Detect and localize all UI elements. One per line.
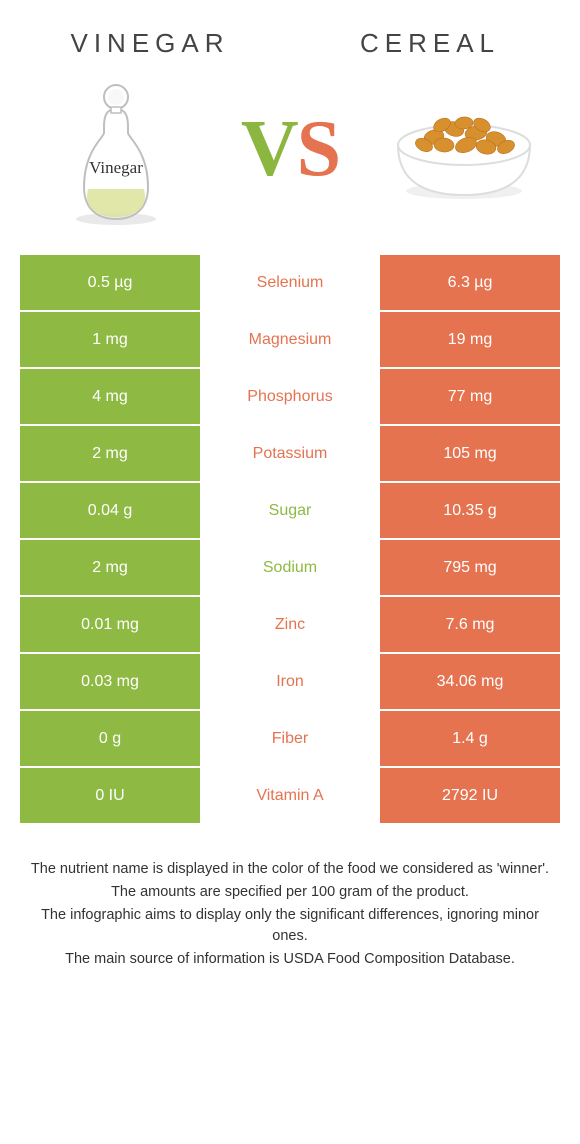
vinegar-icon: Vinegar bbox=[56, 69, 176, 229]
nutrient-name: Sugar bbox=[200, 483, 380, 538]
comparison-table: 0.5 µgSelenium6.3 µg1 mgMagnesium19 mg4 … bbox=[20, 255, 560, 823]
table-row: 1 mgMagnesium19 mg bbox=[20, 312, 560, 367]
table-row: 2 mgPotassium105 mg bbox=[20, 426, 560, 481]
vs-label: VS bbox=[241, 104, 339, 195]
vs-letter-left: V bbox=[241, 105, 297, 193]
cereal-image bbox=[384, 69, 544, 229]
value-right: 7.6 mg bbox=[380, 597, 560, 652]
nutrient-name: Selenium bbox=[200, 255, 380, 310]
footnote-line: The nutrient name is displayed in the co… bbox=[26, 859, 554, 880]
footnote-line: The main source of information is USDA F… bbox=[26, 949, 554, 970]
vinegar-image: Vinegar bbox=[36, 69, 196, 229]
nutrient-name: Phosphorus bbox=[200, 369, 380, 424]
vinegar-bottle-label: Vinegar bbox=[89, 158, 143, 177]
footnote-line: The amounts are specified per 100 gram o… bbox=[26, 882, 554, 903]
nutrient-name: Magnesium bbox=[200, 312, 380, 367]
value-right: 795 mg bbox=[380, 540, 560, 595]
value-left: 0.04 g bbox=[20, 483, 200, 538]
nutrient-name: Sodium bbox=[200, 540, 380, 595]
footnotes: The nutrient name is displayed in the co… bbox=[0, 825, 580, 982]
cereal-icon bbox=[384, 89, 544, 209]
vs-letter-right: S bbox=[297, 105, 340, 193]
value-left: 0.03 mg bbox=[20, 654, 200, 709]
value-right: 105 mg bbox=[380, 426, 560, 481]
table-row: 0 gFiber1.4 g bbox=[20, 711, 560, 766]
value-right: 34.06 mg bbox=[380, 654, 560, 709]
nutrient-name: Zinc bbox=[200, 597, 380, 652]
value-left: 0 IU bbox=[20, 768, 200, 823]
value-left: 0.01 mg bbox=[20, 597, 200, 652]
value-right: 77 mg bbox=[380, 369, 560, 424]
value-left: 2 mg bbox=[20, 426, 200, 481]
value-left: 1 mg bbox=[20, 312, 200, 367]
nutrient-name: Iron bbox=[200, 654, 380, 709]
table-row: 0.03 mgIron34.06 mg bbox=[20, 654, 560, 709]
infographic: VINEGAR CEREAL Vinegar VS bbox=[0, 0, 580, 982]
value-left: 0.5 µg bbox=[20, 255, 200, 310]
value-right: 2792 IU bbox=[380, 768, 560, 823]
value-left: 0 g bbox=[20, 711, 200, 766]
value-right: 1.4 g bbox=[380, 711, 560, 766]
value-right: 6.3 µg bbox=[380, 255, 560, 310]
table-row: 0.5 µgSelenium6.3 µg bbox=[20, 255, 560, 310]
table-row: 4 mgPhosphorus77 mg bbox=[20, 369, 560, 424]
table-row: 0.04 gSugar10.35 g bbox=[20, 483, 560, 538]
header: VINEGAR CEREAL bbox=[0, 0, 580, 65]
food-title-left: VINEGAR bbox=[20, 28, 280, 59]
table-row: 0 IUVitamin A2792 IU bbox=[20, 768, 560, 823]
value-left: 4 mg bbox=[20, 369, 200, 424]
nutrient-name: Vitamin A bbox=[200, 768, 380, 823]
value-left: 2 mg bbox=[20, 540, 200, 595]
value-right: 10.35 g bbox=[380, 483, 560, 538]
value-right: 19 mg bbox=[380, 312, 560, 367]
nutrient-name: Potassium bbox=[200, 426, 380, 481]
table-row: 2 mgSodium795 mg bbox=[20, 540, 560, 595]
table-row: 0.01 mgZinc7.6 mg bbox=[20, 597, 560, 652]
nutrient-name: Fiber bbox=[200, 711, 380, 766]
image-row: Vinegar VS bbox=[0, 65, 580, 255]
food-title-right: CEREAL bbox=[300, 28, 560, 59]
footnote-line: The infographic aims to display only the… bbox=[26, 905, 554, 947]
